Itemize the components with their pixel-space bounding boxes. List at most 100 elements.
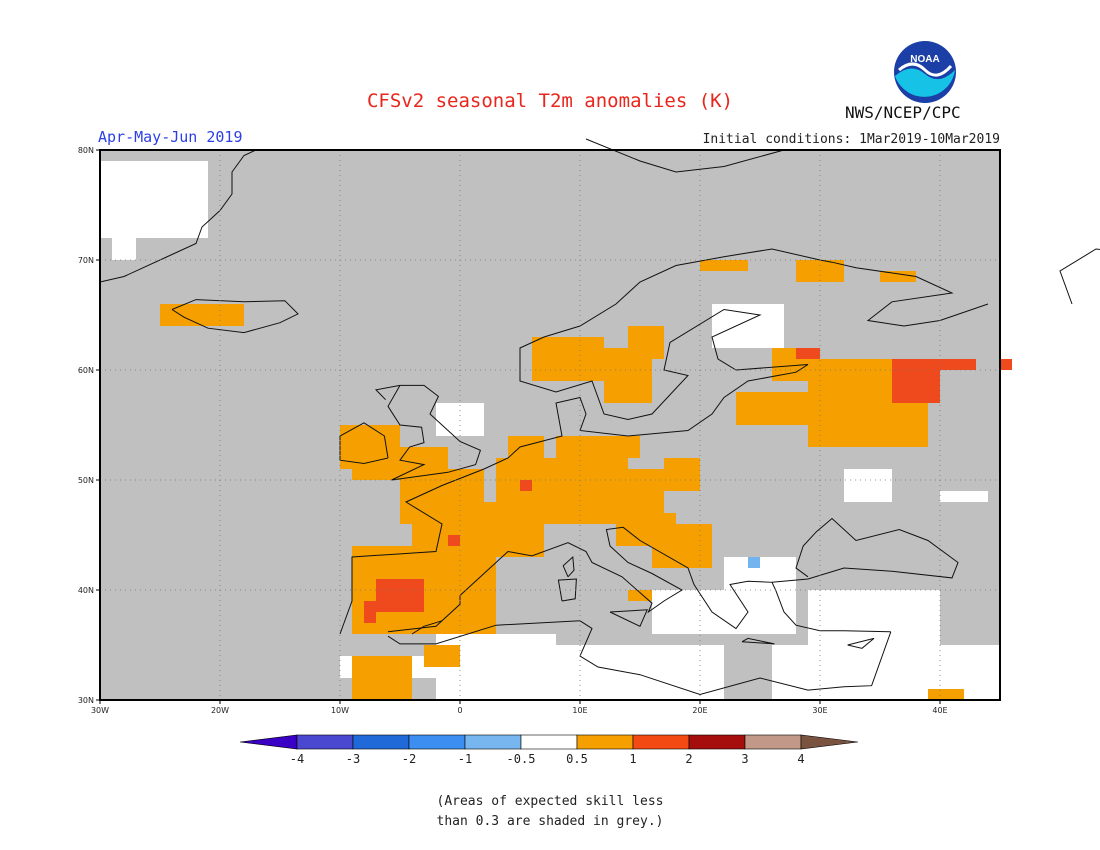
colorbar-cell <box>744 734 802 750</box>
colorbar-label: 3 <box>741 752 748 766</box>
anomaly-cell-warm_0_5_1 <box>652 524 712 568</box>
anomaly-cell-warm_0_5_1 <box>628 590 652 601</box>
forecast-period: Apr-May-Jun 2019 <box>98 128 243 146</box>
anomaly-map: 30W 20W 10W 0 10E 20E 30E 40E 30N 40N 50N 60N 70N 80N <box>78 138 1100 715</box>
noaa-logo-text: NOAA <box>910 54 939 65</box>
anomaly-cell-warm_0_5_1 <box>928 689 964 700</box>
anomaly-cell-neutral <box>808 590 940 645</box>
axis-ticks: 30W 20W 10W 0 10E 20E 30E 40E 30N 40N 50N 60N 70N 80N <box>78 146 948 715</box>
anomaly-cell-warm_1_2 <box>892 359 940 403</box>
anomaly-cell-warm_0_5_1 <box>424 645 460 667</box>
coastline-12 <box>741 637 775 645</box>
coastline-2 <box>771 517 959 583</box>
lon-tick-label: 0 <box>457 706 462 715</box>
anomaly-cell-neutral <box>712 304 784 348</box>
colorbar-label: -2 <box>402 752 416 766</box>
anomaly-cell-warm_0_5_1 <box>664 469 700 491</box>
noaa-logo: NOAA <box>893 40 957 108</box>
anomaly-cell-warm_0_5_1 <box>616 469 664 513</box>
lon-tick-label: 10W <box>331 706 349 715</box>
anomaly-cell-warm_0_5_1 <box>352 656 412 700</box>
anomaly-cell-neutral <box>772 645 1000 700</box>
graticule <box>100 150 1000 700</box>
anomaly-cell-warm_0_5_1 <box>664 458 700 469</box>
lat-tick-label: 40N <box>78 586 94 595</box>
skill-note-line-1: (Areas of expected skill less <box>436 794 664 809</box>
map-title: CFSv2 seasonal T2m anomalies (K) <box>366 90 734 112</box>
lat-tick-label: 30N <box>78 696 94 705</box>
anomaly-cell-neutral <box>112 238 136 260</box>
lat-tick-label: 80N <box>78 146 94 155</box>
lat-tick-label: 70N <box>78 256 94 265</box>
colorbar-cell <box>464 734 522 750</box>
coastline-8 <box>585 138 785 173</box>
colorbar-label: 0.5 <box>566 752 588 766</box>
colorbar-cell <box>688 734 746 750</box>
lat-tick-label: 50N <box>78 476 94 485</box>
lon-tick-label: 10E <box>572 706 587 715</box>
anomaly-cell-neutral <box>844 469 892 502</box>
anomaly-cell-warm_1_2 <box>796 348 820 359</box>
anomaly-cells <box>100 161 1012 700</box>
colorbar-cell <box>296 734 354 750</box>
anomaly-cell-warm_0_5_1 <box>160 304 244 326</box>
agency-label: NWS/NCEP/CPC <box>845 103 961 122</box>
coastline-0 <box>339 248 989 635</box>
colorbar-high-arrow <box>800 734 859 750</box>
skill-note-line-2: than 0.3 are shaded in grey.) <box>436 814 664 829</box>
anomaly-cell-neutral <box>556 645 724 700</box>
coastline-3 <box>387 620 892 696</box>
anomaly-cell-neutral <box>652 590 796 634</box>
coastline-4 <box>387 384 482 481</box>
anomaly-cell-warm_1_2 <box>364 601 376 623</box>
colorbar-label: -4 <box>290 752 304 766</box>
anomaly-cell-cool_m1_m0_5 <box>748 557 760 568</box>
coastline-9 <box>562 555 575 578</box>
colorbar-cell <box>520 734 578 750</box>
anomaly-cell-warm_1_2 <box>376 579 424 612</box>
anomaly-cell-warm_1_2 <box>448 535 460 546</box>
anomaly-cell-warm_0_5_1 <box>700 260 748 271</box>
colorbar-low-arrow <box>239 734 298 750</box>
map-frame <box>99 149 1001 701</box>
colorbar-label: -1 <box>458 752 472 766</box>
colorbar-cell <box>352 734 410 750</box>
anomaly-cell-warm_1_2 <box>940 359 976 370</box>
lon-tick-label: 20E <box>692 706 707 715</box>
lon-tick-label: 30W <box>91 706 109 715</box>
coastline-11 <box>609 609 648 627</box>
anomaly-cell-neutral <box>940 491 988 502</box>
colorbar-cell <box>632 734 690 750</box>
colorbar-label: -0.5 <box>507 752 536 766</box>
coastline-16 <box>411 620 443 635</box>
coastline-7 <box>99 149 257 283</box>
lon-tick-label: 30E <box>812 706 827 715</box>
colorbar-label: 4 <box>797 752 804 766</box>
colorbar: -4 -3 -2 -1 -0.5 0.5 1 2 3 4 <box>239 734 859 766</box>
anomaly-cell-warm_1_2 <box>1000 359 1012 370</box>
coastline-1 <box>387 526 891 633</box>
anomaly-cell-warm_1_2 <box>520 480 532 491</box>
anomaly-cell-warm_0_5_1 <box>736 392 820 425</box>
anomaly-cell-warm_0_5_1 <box>556 436 640 458</box>
colorbar-label: 2 <box>685 752 692 766</box>
initial-conditions: Initial conditions: 1Mar2019-10Mar2019 <box>702 132 1000 147</box>
anomaly-cell-neutral <box>100 161 208 238</box>
lon-tick-label: 40E <box>932 706 947 715</box>
coastlines <box>99 138 1100 696</box>
colorbar-label: -3 <box>346 752 360 766</box>
coastline-15 <box>374 384 401 401</box>
colorbar-label: 1 <box>629 752 636 766</box>
anomaly-cell-warm_0_5_1 <box>880 271 916 282</box>
anomaly-cell-neutral <box>436 403 484 436</box>
anomaly-cell-warm_0_5_1 <box>808 359 892 447</box>
anomaly-cell-warm_0_5_1 <box>628 326 664 359</box>
colorbar-cell <box>576 734 634 750</box>
lat-tick-label: 60N <box>78 366 94 375</box>
coastline-14 <box>1059 248 1100 305</box>
coastline-10 <box>557 578 577 602</box>
coastline-13 <box>847 637 875 649</box>
lon-tick-label: 20W <box>211 706 229 715</box>
skill-note: (Areas of expected skill less than 0.3 a… <box>0 792 1100 832</box>
anomaly-cell-warm_0_5_1 <box>532 337 604 381</box>
